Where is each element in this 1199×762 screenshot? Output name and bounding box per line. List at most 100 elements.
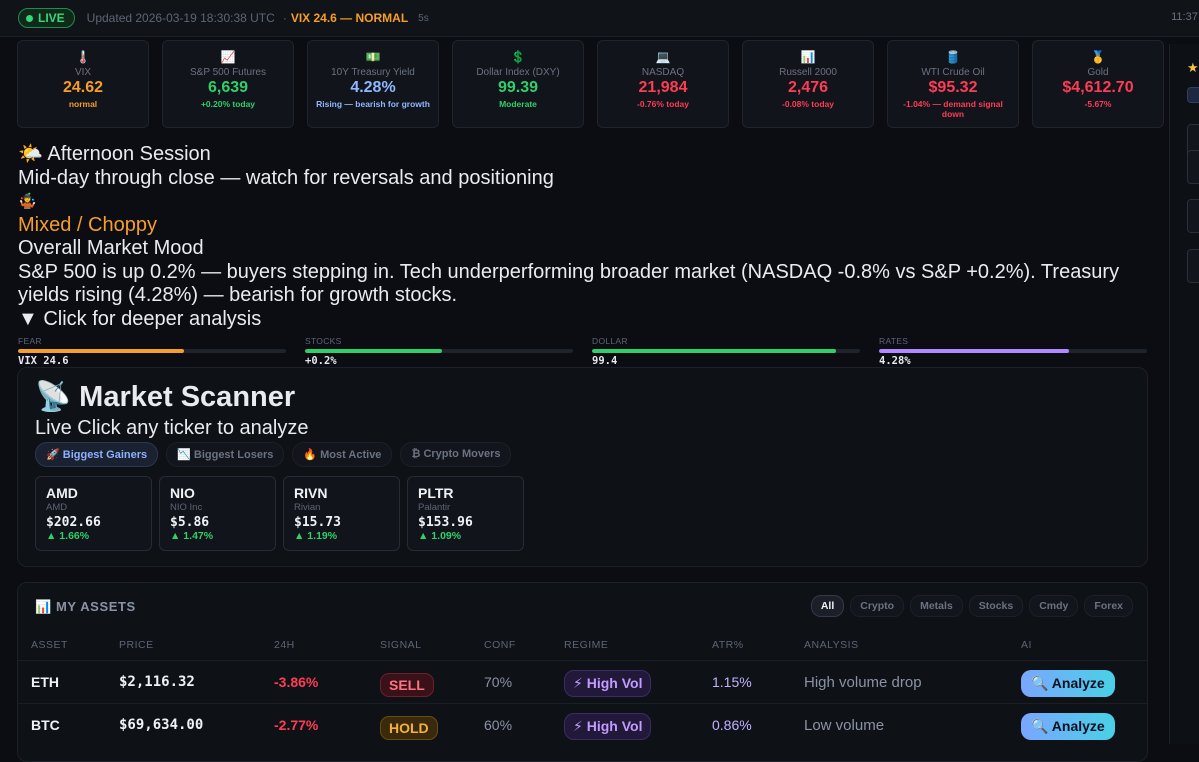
gauge-value: 4.28%	[879, 355, 911, 367]
filter-crypto[interactable]: Crypto	[850, 595, 905, 617]
mover-change: ▲ 1.66%	[46, 530, 90, 542]
card-value: 99.39	[497, 79, 539, 96]
gauge-value: VIX 24.6	[18, 355, 69, 367]
card-label: 10Y Treasury Yield	[331, 67, 415, 78]
gauge-fill	[18, 349, 185, 353]
gauge-value: +0.2%	[305, 355, 337, 367]
card-vix[interactable]: 🌡️ VIX 24.62 normal	[17, 40, 149, 128]
session-subtitle: Mid-day through close — watch for revers…	[18, 166, 554, 189]
mood-summary: S&P 500 is up 0.2% — buyers stepping in.…	[18, 260, 1120, 307]
laptop-icon: 💻	[655, 50, 671, 64]
row-change: -2.77%	[274, 717, 319, 733]
col-signal[interactable]: SIGNAL	[380, 639, 422, 651]
card-sub: -0.08% today	[782, 99, 834, 109]
card-value: 2,476	[787, 79, 829, 96]
col-price[interactable]: PRICE	[119, 639, 154, 651]
filter-stocks[interactable]: Stocks	[968, 595, 1024, 617]
market-scanner: 📡 Market Scanner Live Click any ticker t…	[17, 367, 1148, 567]
juggler-icon: 🤹	[18, 193, 37, 210]
mover-symbol: NIO	[170, 485, 195, 501]
gauge-label: DOLLAR	[592, 336, 628, 346]
mover-change: ▲ 1.09%	[418, 530, 462, 542]
live-indicator: LIVE	[18, 8, 75, 28]
card-wti-crude[interactable]: 🛢️ WTI Crude Oil $95.32 -1.04% — demand …	[887, 40, 1019, 128]
panel-item[interactable]	[1187, 199, 1199, 233]
panel-item[interactable]	[1187, 249, 1199, 283]
gauge-fill	[879, 349, 1070, 353]
market-mood: Mixed / Choppy	[18, 213, 157, 236]
status-separator: ·	[282, 11, 287, 25]
mover-card-rivn[interactable]: RIVN Rivian $15.73 ▲ 1.19%	[283, 476, 400, 551]
card-sub: normal	[68, 99, 98, 109]
panel-item[interactable]	[1187, 150, 1199, 184]
mover-name: NIO Inc	[170, 502, 203, 513]
regime-badge: ⚡ High Vol	[564, 713, 652, 740]
market-session-panel[interactable]: 🌤️ Afternoon Session Mid-day through clo…	[18, 143, 1158, 331]
oil-barrel-icon: 🛢️	[945, 50, 961, 64]
scanner-subtitle: Live Click any ticker to analyze	[35, 417, 309, 439]
mover-card-pltr[interactable]: PLTR Palantir $153.96 ▲ 1.09%	[407, 476, 524, 551]
col-regime[interactable]: REGIME	[564, 639, 609, 651]
card-dollar-index[interactable]: 💲 Dollar Index (DXY) 99.39 Moderate	[452, 40, 584, 128]
card-value: 4.28%	[350, 79, 396, 96]
table-row[interactable]: BTC $69,634.00 -2.77% HOLD 60% ⚡ High Vo…	[18, 703, 1147, 746]
col-conf[interactable]: CONF	[484, 639, 516, 651]
tab-biggest-gainers[interactable]: 🚀 Biggest Gainers	[35, 442, 159, 467]
row-analysis: Low volume	[804, 717, 885, 734]
gauge-fill	[305, 349, 442, 353]
card-label: Dollar Index (DXY)	[476, 67, 560, 78]
card-sub: Rising — bearish for growth	[316, 99, 430, 109]
gauge-track	[879, 349, 1147, 353]
session-header: 🌤️ Afternoon Session	[18, 143, 1158, 167]
col-asset[interactable]: ASSET	[31, 639, 68, 651]
card-russell-2000[interactable]: 📊 Russell 2000 2,476 -0.08% today	[742, 40, 874, 128]
scanner-title-text: Market Scanner	[79, 381, 296, 413]
panel-tab[interactable]	[1187, 87, 1199, 103]
table-row[interactable]: ETH $2,116.32 -3.86% SELL 70% ⚡ High Vol…	[18, 660, 1147, 703]
mover-card-nio[interactable]: NIO NIO Inc $5.86 ▲ 1.47%	[159, 476, 276, 551]
sun-cloud-icon: 🌤️	[18, 143, 43, 165]
filter-all[interactable]: All	[810, 595, 845, 617]
tab-biggest-losers[interactable]: 📉 Biggest Losers	[166, 442, 285, 467]
scanner-title: 📡 Market Scanner	[35, 380, 295, 414]
vix-status-text: VIX 24.6 — NORMAL	[290, 11, 409, 25]
analyze-button[interactable]: 🔍 Analyze	[1021, 713, 1115, 740]
mover-change: ▲ 1.19%	[294, 530, 338, 542]
card-label: WTI Crude Oil	[921, 67, 985, 78]
mover-cards: AMD AMD $202.66 ▲ 1.66% NIO NIO Inc $5.8…	[35, 476, 524, 551]
dollar-icon: 💲	[510, 50, 526, 64]
card-10y-treasury[interactable]: 💵 10Y Treasury Yield 4.28% Rising — bear…	[307, 40, 439, 128]
filter-forex[interactable]: Forex	[1084, 595, 1133, 617]
gauge-stocks: STOCKS +0.2%	[305, 336, 573, 367]
mover-price: $15.73	[294, 515, 341, 530]
card-gold[interactable]: 🥇 Gold $4,612.70 -5.67%	[1032, 40, 1164, 128]
row-analysis: High volume drop	[804, 674, 922, 691]
tab-most-active[interactable]: 🔥 Most Active	[292, 442, 393, 467]
card-sp500-futures[interactable]: 📈 S&P 500 Futures 6,639 +0.20% today	[162, 40, 294, 128]
deeper-analysis-toggle[interactable]: ▼ Click for deeper analysis	[18, 307, 262, 330]
mover-card-amd[interactable]: AMD AMD $202.66 ▲ 1.66%	[35, 476, 152, 551]
analyze-button[interactable]: 🔍 Analyze	[1021, 670, 1115, 697]
filter-cmdy[interactable]: Cmdy	[1029, 595, 1079, 617]
col-analysis[interactable]: ANALYSIS	[804, 639, 859, 651]
mover-symbol: RIVN	[294, 485, 328, 501]
right-side-panel: ★	[1169, 44, 1199, 744]
mover-symbol: AMD	[46, 485, 78, 501]
card-sub: +0.20% today	[200, 99, 256, 109]
signal-badge: SELL	[380, 673, 434, 697]
col-24h[interactable]: 24H	[274, 639, 295, 651]
mover-name: Rivian	[294, 502, 321, 513]
star-icon[interactable]: ★	[1187, 60, 1199, 75]
tab-crypto-movers[interactable]: ₿ Crypto Movers	[400, 442, 512, 467]
gauge-track	[305, 349, 573, 353]
mood-label: Overall Market Mood	[18, 237, 204, 259]
chart-up-icon: 📈	[220, 50, 236, 64]
card-sub: Moderate	[499, 99, 537, 109]
table-header: ASSET PRICE 24H SIGNAL CONF REGIME ATR% …	[18, 639, 1147, 659]
card-label: VIX	[74, 67, 92, 78]
gauge-dollar: DOLLAR 99.4	[592, 336, 860, 367]
row-conf: 70%	[484, 674, 513, 690]
col-atr[interactable]: ATR%	[712, 639, 744, 651]
card-nasdaq[interactable]: 💻 NASDAQ 21,984 -0.76% today	[597, 40, 729, 128]
filter-metals[interactable]: Metals	[910, 595, 963, 617]
